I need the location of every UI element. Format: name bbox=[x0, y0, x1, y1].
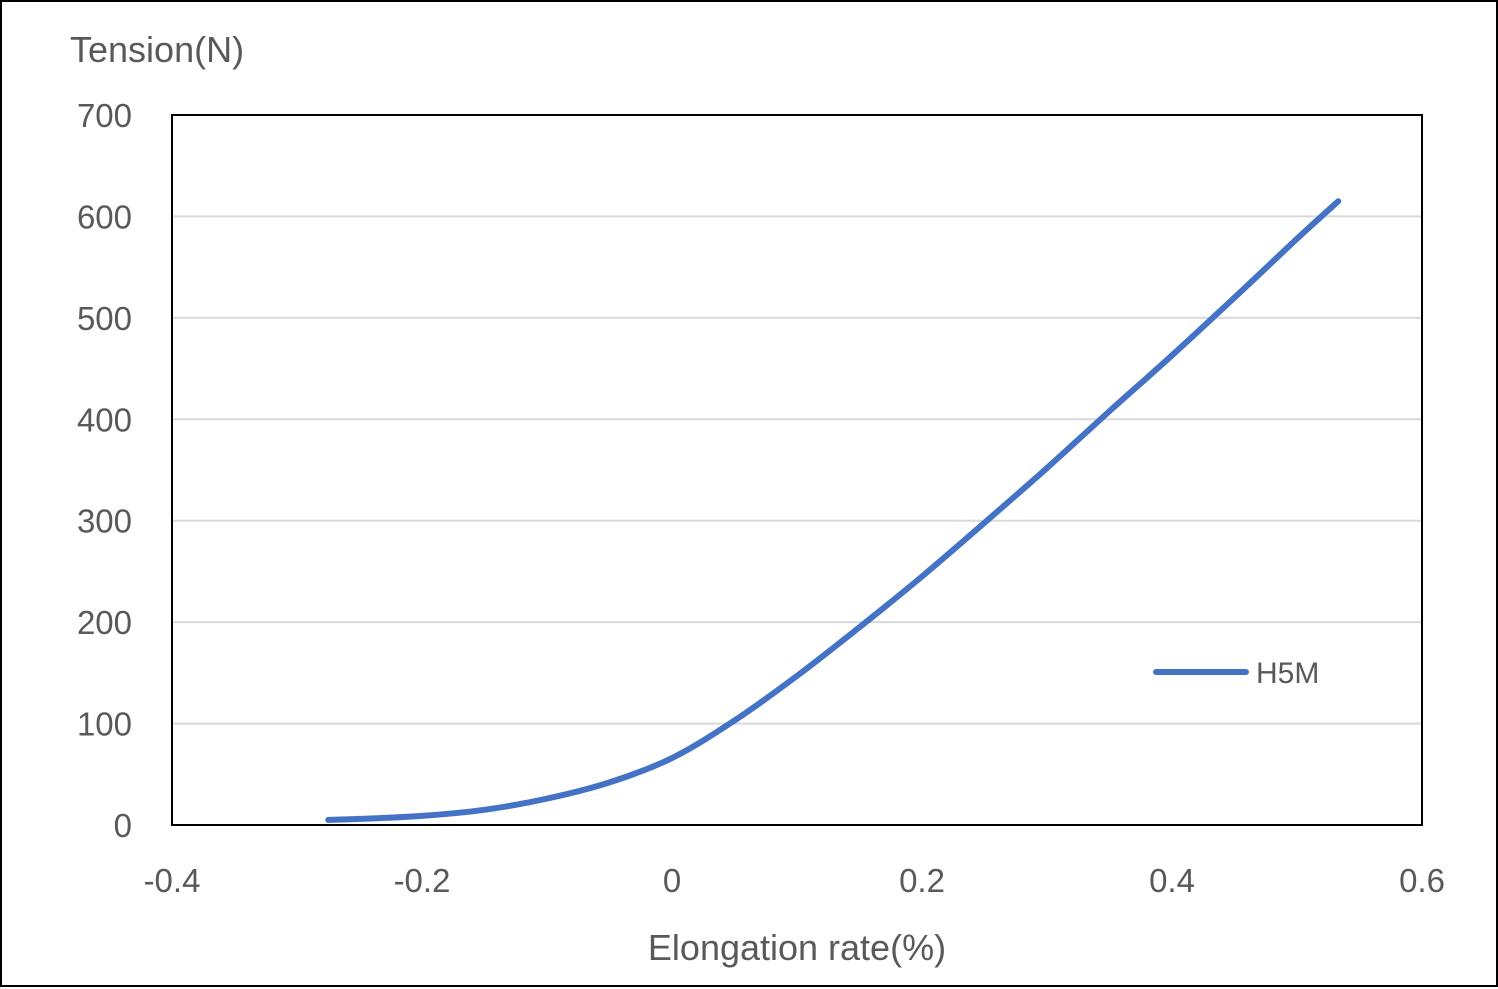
x-tick-label: 0.2 bbox=[899, 862, 945, 899]
y-tick-label: 700 bbox=[77, 97, 132, 134]
legend-label-h5m: H5M bbox=[1256, 657, 1319, 690]
x-tick-label: -0.4 bbox=[144, 862, 201, 899]
y-axis-ticks: 0 100 200 300 400 500 600 700 bbox=[77, 97, 132, 844]
gridlines bbox=[172, 215, 1422, 725]
y-tick-label: 300 bbox=[77, 503, 132, 540]
y-tick-label: 500 bbox=[77, 300, 132, 337]
x-tick-label: -0.2 bbox=[394, 862, 451, 899]
legend: H5M bbox=[1126, 624, 1344, 722]
x-axis-title: Elongation rate(%) bbox=[648, 927, 946, 968]
x-axis-ticks: -0.4 -0.2 0 0.2 0.4 0.6 bbox=[144, 862, 1445, 899]
y-tick-label: 600 bbox=[77, 198, 132, 235]
y-tick-label: 400 bbox=[77, 401, 132, 438]
y-axis-title: Tension(N) bbox=[70, 29, 244, 70]
y-tick-label: 200 bbox=[77, 604, 132, 641]
series-layer bbox=[325, 198, 1342, 823]
x-tick-label: 0.6 bbox=[1399, 862, 1445, 899]
plot-area bbox=[171, 114, 1423, 826]
series-line-h5m bbox=[325, 198, 1342, 823]
y-tick-label: 100 bbox=[77, 706, 132, 743]
y-tick-label: 0 bbox=[114, 807, 132, 844]
x-tick-label: 0.4 bbox=[1149, 862, 1195, 899]
x-tick-label: 0 bbox=[663, 862, 681, 899]
